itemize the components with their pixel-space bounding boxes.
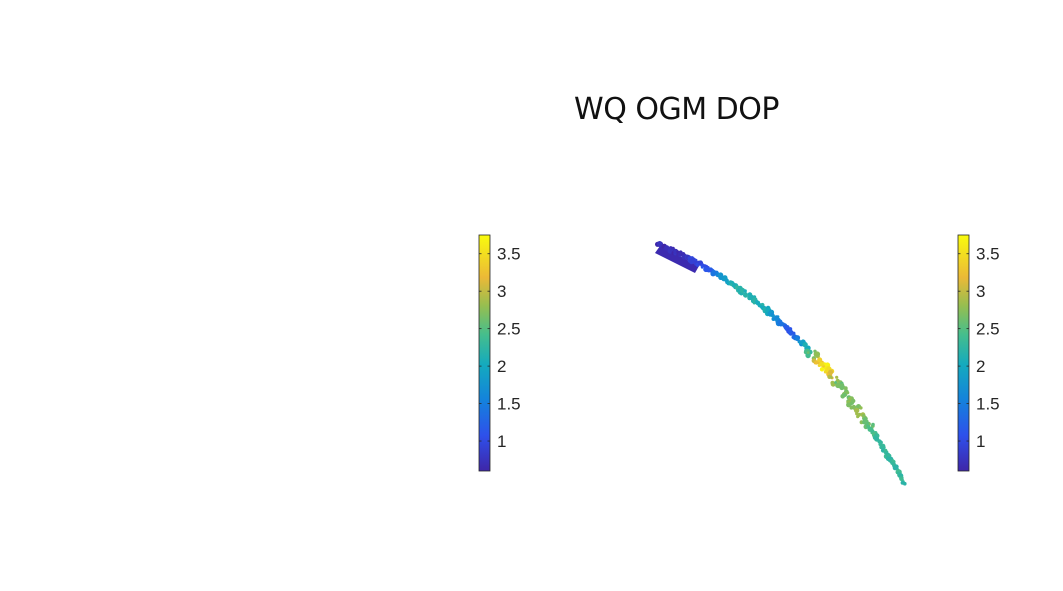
track-point: [743, 292, 748, 298]
track-point: [664, 245, 669, 251]
track-point: [874, 436, 879, 441]
track-start-block: [655, 246, 699, 273]
colorbar-tick-label: 2.5: [497, 320, 521, 339]
track-point: [792, 331, 796, 335]
track-point: [899, 477, 904, 481]
track-point: [676, 250, 680, 254]
track-point: [849, 402, 853, 406]
track-point: [835, 375, 839, 379]
track-point: [843, 393, 847, 397]
track-point: [871, 422, 875, 427]
colorbar-tick-label: 3.5: [497, 245, 521, 264]
colorbar-tick-label: 2: [497, 357, 506, 376]
track-point: [802, 342, 808, 348]
track-point: [814, 360, 819, 365]
colorbar-tick-label: 3.5: [976, 245, 1000, 264]
track-point: [806, 351, 810, 354]
colorbar-tick-label: 2: [976, 357, 985, 376]
colorbar-tick-label: 3: [976, 282, 985, 301]
track-point: [859, 406, 863, 410]
track-point: [843, 386, 848, 391]
track-point: [743, 289, 747, 293]
track-point: [862, 419, 868, 425]
colorbar-tick-label: 1.5: [497, 395, 521, 414]
colorbar-tick-label: 2.5: [976, 320, 1000, 339]
track-point: [851, 398, 856, 404]
track-point: [846, 391, 850, 395]
track-point: [835, 382, 841, 389]
track-point: [839, 384, 845, 390]
track-point: [814, 351, 821, 357]
colorbar-gradient: [478, 234, 491, 472]
chart-title: WQ OGM DOP: [574, 92, 779, 127]
track-point: [700, 265, 704, 269]
track-point: [903, 481, 907, 486]
track-point: [857, 414, 861, 417]
track-point: [854, 407, 860, 414]
track-point: [778, 321, 784, 326]
colorbar-tick-label: 1.5: [976, 395, 1000, 414]
track-point: [823, 369, 828, 374]
colorbar-tick-label: 3: [497, 282, 506, 301]
track-point: [855, 412, 859, 416]
colorbar-tick-label: 1: [497, 432, 506, 451]
track-point: [677, 252, 682, 256]
track-point: [862, 414, 866, 418]
colorbar-tick-label: 1: [976, 432, 985, 451]
track-point: [711, 270, 717, 276]
left-colorbar: 1 1.5 2 2.5 3 3.5: [478, 234, 521, 472]
track-point: [819, 361, 824, 367]
track-point: [805, 352, 811, 359]
track-point: [817, 357, 823, 363]
track-point: [819, 367, 825, 372]
track-point: [795, 337, 799, 341]
right-colorbar: 1 1.5 2 2.5 3 3.5: [957, 234, 1000, 472]
trajectory-scatter: [655, 241, 907, 486]
track-point: [772, 314, 775, 318]
track-point: [828, 369, 834, 375]
colorbar-gradient: [957, 234, 970, 472]
track-point: [829, 375, 833, 379]
